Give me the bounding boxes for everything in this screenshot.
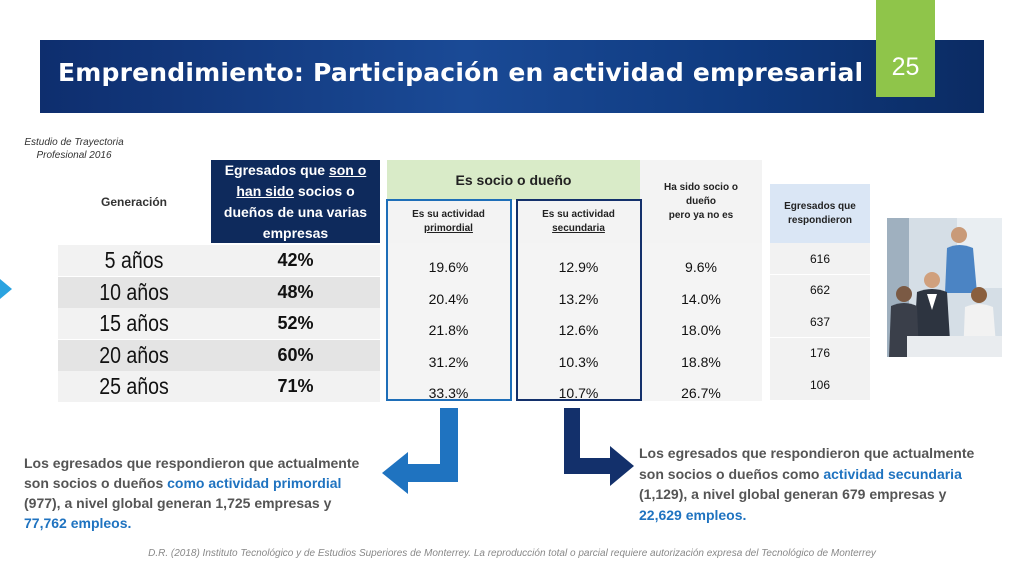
note-left-c: (977), a nivel global generan 1,725 empr… (24, 495, 332, 511)
participation-pct: 42% (277, 250, 314, 270)
primordial-subheader: Es su actividad primordial (387, 200, 510, 243)
note-left-a: Los egresados que respondieron que actua… (24, 455, 360, 491)
participation-pct: 71% (277, 376, 314, 396)
generation-label: 15 años (99, 310, 169, 336)
secundaria-value: 10.3% (558, 353, 599, 370)
secundaria-value: 10.7% (558, 385, 599, 401)
socio-dueno-header: Es socio o dueño (387, 160, 640, 200)
study-label-line1: Estudio de Trayectoria (24, 137, 124, 148)
ha-sido-value: 9.6% (685, 259, 717, 275)
note-right-b: actividad secundaria (823, 465, 962, 482)
secundaria-subheader: Es su actividad secundaria (517, 200, 640, 243)
generation-label: 25 años (99, 373, 169, 399)
participation-header-post: socios o dueños de una varias empresas (223, 182, 368, 241)
ha-sido-header-l3: pero ya no es (668, 209, 734, 221)
primordial-value: 33.3% (428, 385, 469, 401)
note-left-b: como actividad primordial (167, 475, 342, 491)
primordial-value: 19.6% (428, 259, 469, 275)
title-banner (40, 40, 984, 113)
generation-label: 10 años (99, 278, 169, 305)
nav-marker-icon (0, 279, 12, 299)
respondents-value: 106 (770, 369, 870, 400)
table-row (58, 339, 380, 371)
primordial-column-bg (387, 243, 510, 401)
secundaria-value: 12.9% (558, 259, 599, 275)
page-number-tab: 25 (876, 0, 935, 97)
primordial-subheader-l2: primordial (424, 222, 473, 234)
generation-label: 5 años (104, 247, 164, 273)
business-team-photo-svg (887, 218, 1002, 357)
participation-header: Egresados que son o han sido socios o du… (211, 160, 380, 243)
respondents-header-l2: respondieron (788, 214, 852, 226)
generation-label: 20 años (99, 341, 169, 368)
secundaria-subheader-l2: secundaria (552, 222, 605, 234)
primordial-value: 20.4% (428, 290, 469, 307)
primordial-subheader-l1: Es su actividad (412, 208, 485, 220)
ha-sido-header-l2: dueño (686, 195, 716, 207)
note-secundaria: Los egresados que respondieron que actua… (639, 443, 989, 525)
copyright-footer: D.R. (2018) Instituto Tecnológico y de E… (148, 548, 876, 559)
secundaria-value: 13.2% (558, 290, 599, 307)
page-number: 25 (891, 53, 920, 81)
respondents-header-l1: Egresados que (784, 200, 856, 212)
note-left-d: 77,762 empleos. (24, 515, 132, 531)
ha-sido-value: 26.7% (681, 385, 721, 401)
study-label-line2: Profesional 2016 (36, 150, 112, 161)
participation-header-u2: han sido (236, 182, 294, 199)
generation-header: Generación (100, 194, 168, 209)
primordial-value: 31.2% (428, 353, 469, 370)
ha-sido-header-l1: Ha sido socio o (664, 181, 738, 193)
participation-pct: 48% (277, 281, 314, 302)
respondents-value: 176 (770, 337, 870, 369)
table-row (58, 308, 380, 339)
respondents-value: 662 (770, 274, 870, 306)
note-primordial: Los egresados que respondieron que actua… (24, 453, 374, 533)
participation-pct: 60% (277, 344, 314, 365)
table-row (58, 276, 380, 308)
note-right-d: 22,629 empleos. (639, 506, 747, 523)
page-title: Emprendimiento: Participación en activid… (58, 58, 864, 87)
respondents-value: 616 (770, 243, 870, 274)
respondents-value: 637 (770, 306, 870, 337)
ha-sido-value: 14.0% (681, 290, 721, 307)
ha-sido-value: 18.0% (681, 322, 721, 338)
table-row (58, 371, 380, 402)
secundaria-value: 12.6% (558, 322, 599, 338)
note-right-a: Los egresados que respondieron que actua… (639, 445, 975, 482)
secundaria-highlight-frame (516, 199, 642, 401)
study-label: Estudio de Trayectoria Profesional 2016 (24, 136, 124, 162)
arrow-down-left-icon (382, 408, 458, 494)
participation-pct: 52% (277, 313, 314, 333)
ha-sido-value: 18.8% (681, 353, 721, 370)
ha-sido-header: Ha sido socio o dueño pero ya no es (640, 160, 762, 243)
primordial-highlight-frame (386, 199, 512, 401)
business-team-photo (887, 218, 1002, 357)
ha-sido-column-bg (640, 243, 762, 401)
note-right-c: (1,129), a nivel global generan 679 empr… (639, 486, 947, 502)
secundaria-column-bg (517, 243, 640, 401)
respondents-header: Egresados que respondieron (770, 184, 870, 243)
arrow-down-right-icon (564, 408, 634, 486)
participation-header-pre: Egresados que (224, 161, 329, 178)
participation-header-u1: son o (328, 161, 367, 178)
primordial-value: 21.8% (428, 322, 469, 338)
secundaria-subheader-l1: Es su actividad (542, 208, 615, 220)
table-row (58, 245, 380, 276)
